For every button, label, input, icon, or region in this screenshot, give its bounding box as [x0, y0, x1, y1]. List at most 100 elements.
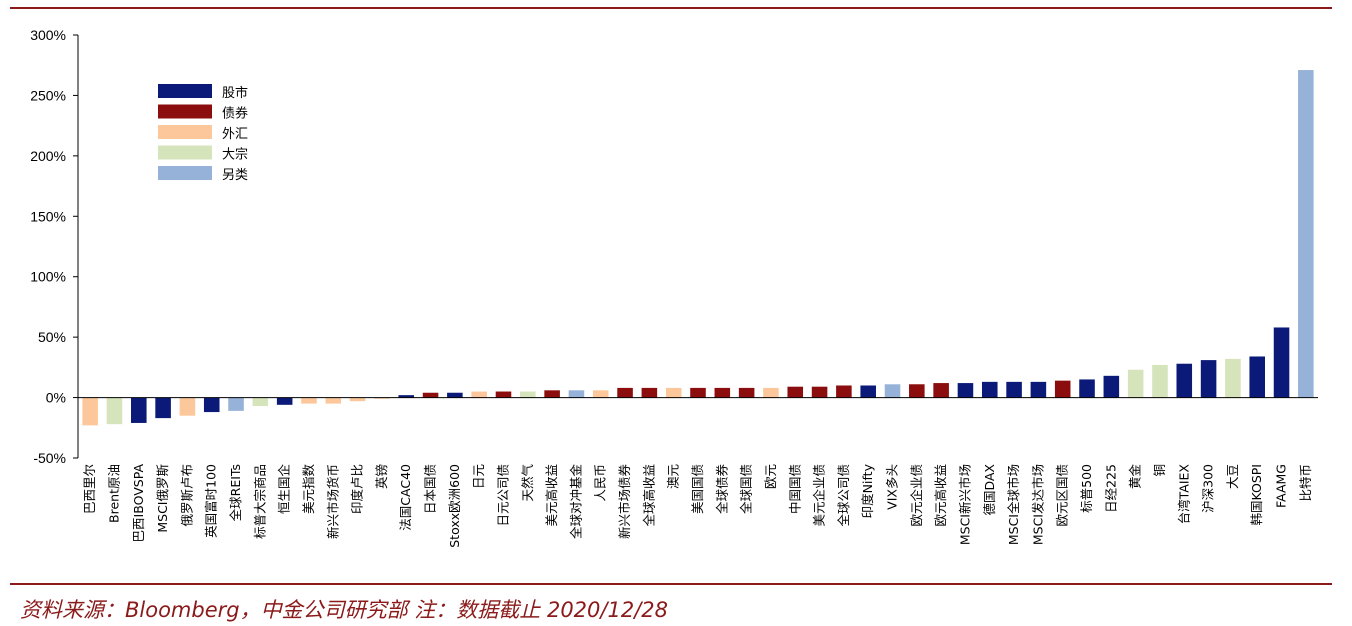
x-tick-label: 英国富时100 — [204, 464, 219, 538]
bar — [811, 386, 828, 398]
source-note: 资料来源：Bloomberg，中金公司研究部 注：数据截止 2020/12/28 — [20, 598, 668, 622]
bar — [1030, 381, 1047, 398]
bar — [447, 392, 463, 398]
legend-swatch — [158, 104, 212, 119]
bar — [325, 397, 342, 404]
x-tick-label: 大豆 — [1225, 464, 1240, 489]
bar — [374, 397, 390, 399]
top-rule — [10, 7, 1332, 9]
x-tick-label: 美元高收益 — [544, 464, 559, 527]
y-axis: -50% 0% 50% 100% 150% 200% 250% 300% — [30, 27, 79, 466]
y-tick-label: 50% — [38, 329, 66, 345]
bar — [1127, 369, 1144, 398]
bottom-rule — [10, 583, 1332, 585]
x-tick-label: 德国DAX — [982, 464, 997, 516]
x-tick-label: 天然气 — [520, 464, 535, 502]
bar — [714, 387, 731, 398]
x-tick-label: 法国CAC40 — [398, 464, 413, 531]
y-tick-label: 250% — [30, 87, 66, 103]
x-tick-label: 全球公司债 — [836, 464, 851, 527]
y-tick-label: 100% — [30, 269, 66, 285]
legend-label: 外汇 — [222, 127, 248, 142]
bar — [1249, 356, 1265, 398]
x-tick-label: 恒生国企 — [277, 464, 292, 515]
x-tick-label: MSCI发达市场 — [1030, 464, 1045, 545]
bar — [398, 395, 415, 398]
bar — [276, 397, 293, 405]
bar — [592, 390, 609, 398]
x-tick-label: 台湾TAIEX — [1176, 464, 1191, 525]
x-tick-label: 俄罗斯卢布 — [179, 464, 194, 527]
x-tick-label: 巴西IBOVSPA — [131, 464, 146, 543]
x-tick-label: 新兴市场货币 — [325, 464, 340, 539]
bar — [933, 383, 949, 398]
x-tick-label: 澳元 — [666, 464, 681, 489]
x-tick-label: 中国国债 — [787, 464, 802, 514]
legend-swatch — [158, 125, 212, 139]
bar — [1298, 70, 1314, 398]
x-tick-label: 人民币 — [593, 464, 608, 502]
bar — [349, 397, 366, 402]
y-tick-label: 300% — [30, 27, 66, 43]
x-tick-label: 日元公司债 — [495, 464, 510, 527]
bar — [909, 384, 925, 398]
bar — [1200, 360, 1217, 398]
x-tick-label: 日元 — [471, 464, 486, 489]
x-tick-label: 全球高收益 — [641, 464, 656, 527]
bar — [690, 387, 706, 398]
bar — [82, 397, 98, 426]
x-tick-label: 标普大宗商品 — [252, 464, 267, 539]
y-tick-label: 150% — [30, 208, 66, 224]
x-tick-label: 比特币 — [1298, 464, 1313, 502]
x-tick-label: 欧元企业债 — [909, 464, 924, 527]
bar — [252, 397, 269, 407]
bar — [301, 397, 317, 404]
x-tick-label: 美国国债 — [690, 464, 705, 514]
legend-label: 另类 — [222, 168, 248, 183]
x-tick-label: 欧元区国债 — [1055, 464, 1070, 527]
bar — [179, 397, 196, 416]
bar — [665, 387, 682, 398]
x-tick-label: 美元企业债 — [812, 464, 827, 527]
x-tick-label: MSCI俄罗斯 — [155, 464, 170, 533]
bar — [1273, 327, 1290, 398]
bar — [520, 391, 536, 398]
bar — [203, 397, 220, 413]
x-tick-label: 日经225 — [1103, 464, 1118, 513]
x-tick-label: 巴西里尔 — [82, 464, 97, 514]
bar — [544, 390, 560, 398]
legend-swatch — [158, 84, 212, 98]
bar — [1103, 375, 1120, 398]
bar — [1006, 381, 1022, 398]
bar — [1176, 363, 1193, 398]
bar — [617, 387, 633, 398]
x-tick-label: 英镑 — [374, 464, 389, 489]
bar — [422, 392, 439, 398]
legend-label: 股市 — [222, 85, 248, 101]
y-tick-label: -50% — [33, 450, 66, 466]
x-tick-label: VIX多头 — [885, 464, 900, 510]
x-tick-label: FAAMG — [1274, 464, 1289, 508]
x-tick-label: 铜 — [1152, 464, 1167, 477]
x-tick-label: 沪深300 — [1201, 464, 1216, 513]
bar — [1152, 364, 1168, 398]
x-tick-label: Brent原油 — [106, 464, 121, 523]
legend-swatch — [158, 145, 212, 160]
bar — [228, 397, 244, 411]
x-tick-label: MSCI全球市场 — [1006, 464, 1021, 545]
x-tick-label: 全球债券 — [714, 464, 729, 515]
bar — [641, 387, 658, 398]
bar — [1054, 380, 1071, 398]
bar — [106, 397, 123, 425]
x-tick-label: 标普500 — [1079, 464, 1094, 513]
x-tick-label: 日本国债 — [423, 464, 438, 514]
x-tick-label: 全球国债 — [739, 464, 754, 514]
bar — [787, 386, 804, 398]
legend-label: 大宗 — [222, 147, 248, 163]
bar-chart: -50% 0% 50% 100% 150% 200% 250% 300% 巴西里尔 Brent原… — [30, 27, 1318, 548]
x-tick-label: Stoxx欧洲600 — [447, 464, 462, 548]
x-tick-label: MSCI新兴市场 — [957, 464, 972, 545]
bar — [884, 384, 901, 398]
bar — [763, 387, 779, 398]
x-tick-label: 欧元高收益 — [933, 464, 948, 527]
